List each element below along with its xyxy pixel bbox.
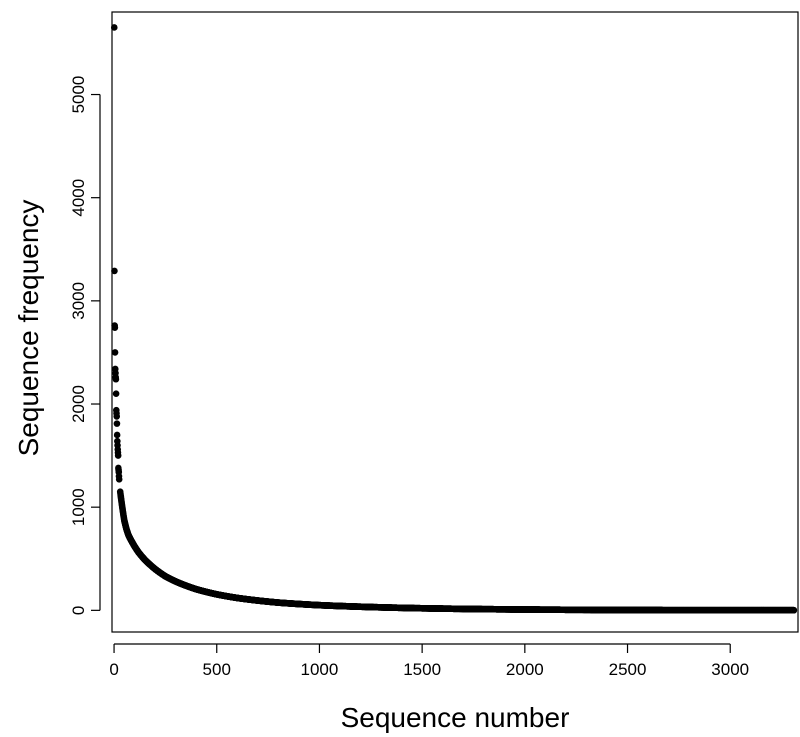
data-point — [115, 476, 123, 483]
data-point — [112, 375, 120, 383]
x-tick-label: 0 — [109, 660, 118, 679]
data-point — [111, 324, 119, 331]
y-tick-label: 5000 — [69, 76, 88, 114]
x-tick-label: 3000 — [711, 660, 749, 679]
data-point — [111, 349, 119, 356]
data-point — [790, 606, 798, 614]
data-point — [112, 390, 120, 397]
y-tick-label: 2000 — [69, 385, 88, 423]
x-tick-label: 2500 — [609, 660, 647, 679]
data-point — [113, 413, 121, 420]
y-axis-title: Sequence frequency — [13, 200, 44, 457]
data-point — [111, 267, 118, 275]
y-tick-label: 4000 — [69, 179, 88, 217]
y-tick-label: 0 — [69, 606, 88, 615]
data-point — [114, 452, 122, 459]
y-tick-label: 1000 — [69, 488, 88, 526]
data-points — [110, 24, 798, 614]
x-tick-label: 500 — [203, 660, 231, 679]
data-point — [113, 431, 121, 439]
plot-frame — [111, 11, 799, 633]
y-tick-label: 3000 — [69, 282, 88, 320]
x-axis-title: Sequence number — [341, 702, 570, 733]
x-tick-label: 2000 — [506, 660, 544, 679]
x-tick-label: 1000 — [301, 660, 339, 679]
x-axis: 0 500 1000 1500 2000 2500 3000 — [109, 643, 749, 679]
data-point — [113, 420, 121, 427]
x-tick-label: 1500 — [403, 660, 441, 679]
data-point — [110, 24, 118, 31]
y-axis: 0 1000 2000 3000 4000 5000 — [69, 76, 101, 615]
